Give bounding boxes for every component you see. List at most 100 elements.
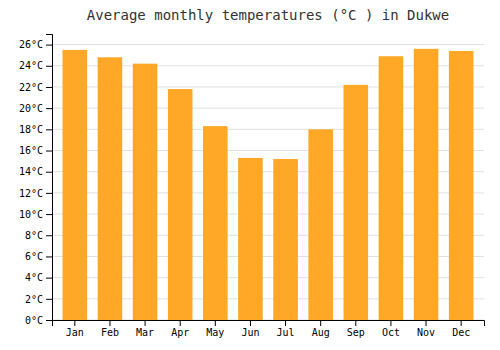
x-tick-label: Jul [277, 327, 295, 338]
x-tick-label: Dec [452, 327, 470, 338]
chart: 0°C 2°C 4°C 6°C 8°C 10°C 12°C 14°C 16°C 18°C 20°C 2… [0, 0, 500, 350]
bar [133, 64, 158, 320]
y-tick-label: 24°C [19, 60, 43, 71]
x-tick-label: Jun [241, 327, 259, 338]
y-tick-label: 20°C [19, 103, 43, 114]
y-tick: 16°C [19, 145, 52, 156]
x-tick-mark [426, 320, 427, 326]
x-tick-mark [250, 320, 251, 326]
y-axis: 0°C 2°C 4°C 6°C 8°C 10°C 12°C 14°C 16°C 18°C 20°C 2… [19, 35, 53, 326]
x-tick: Dec [452, 320, 470, 338]
y-tick-mark [46, 278, 52, 279]
y-tick-mark [46, 66, 52, 67]
x-tick: Oct [382, 320, 400, 338]
y-tick-mark [46, 129, 52, 130]
y-tick-mark [46, 214, 52, 215]
y-tick: 4°C [25, 272, 52, 283]
bar [414, 49, 439, 320]
x-tick-mark [109, 320, 110, 326]
x-tick: Jun [241, 320, 259, 338]
bar [98, 57, 123, 320]
y-tick-label: 16°C [19, 145, 43, 156]
x-tick: Feb [101, 320, 119, 338]
y-tick-mark [46, 108, 52, 109]
x-tick-mark [355, 320, 356, 326]
y-tick-label: 0°C [25, 315, 43, 326]
y-tick: 14°C [19, 166, 52, 177]
x-tick: May [206, 320, 224, 338]
x-tick-mark [74, 320, 75, 326]
x-axis-line [53, 321, 485, 327]
x-tick: Apr [171, 320, 189, 338]
x-tick-label: Feb [101, 327, 119, 338]
y-tick: 24°C [19, 60, 52, 71]
x-tick-label: Jan [66, 327, 84, 338]
x-tick-mark [145, 320, 146, 326]
y-tick-mark [46, 172, 52, 173]
y-tick: 12°C [19, 188, 52, 199]
x-tick: Mar [136, 320, 154, 338]
y-tick-label: 10°C [19, 209, 43, 220]
x-tick: Jul [277, 320, 295, 338]
x-tick-mark [390, 320, 391, 326]
bar [273, 159, 298, 320]
y-tick-label: 4°C [25, 272, 43, 283]
y-tick-mark [46, 151, 52, 152]
bar [379, 56, 404, 320]
y-tick-label: 14°C [19, 166, 43, 177]
y-tick-mark [46, 299, 52, 300]
x-tick-label: Mar [136, 327, 154, 338]
y-tick: 18°C [19, 124, 52, 135]
bar [308, 129, 333, 320]
x-axis: Jan Feb Mar Apr May Jun Jul Aug Sep Oct Nov Dec [53, 320, 485, 338]
bar [63, 50, 88, 320]
y-tick-mark [46, 193, 52, 194]
x-tick-label: May [206, 327, 224, 338]
grid [52, 45, 484, 320]
x-tick-label: Apr [171, 327, 189, 338]
x-tick-label: Nov [417, 327, 435, 338]
x-tick-mark [215, 320, 216, 326]
y-tick-label: 22°C [19, 82, 43, 93]
y-tick: 6°C [25, 251, 52, 262]
x-tick: Nov [417, 320, 435, 338]
y-tick-mark [46, 320, 52, 321]
y-tick: 2°C [25, 294, 52, 305]
y-tick-mark [46, 256, 52, 257]
y-tick-label: 12°C [19, 188, 43, 199]
y-tick: 20°C [19, 103, 52, 114]
x-tick-mark [461, 320, 462, 326]
y-tick-mark [46, 87, 52, 88]
y-tick: 26°C [19, 39, 52, 50]
bar [203, 126, 228, 320]
y-tick-label: 26°C [19, 39, 43, 50]
grid-line [52, 44, 484, 45]
y-tick-label: 6°C [25, 251, 43, 262]
y-tick-label: 18°C [19, 124, 43, 135]
y-tick: 8°C [25, 230, 52, 241]
x-tick: Aug [312, 320, 330, 338]
title: Average monthly temperatures (°C ) in Du… [87, 7, 449, 23]
bar [344, 85, 369, 320]
bar [238, 158, 263, 320]
y-tick-label: 8°C [25, 230, 43, 241]
y-tick: 0°C [25, 315, 52, 326]
x-tick-mark [320, 320, 321, 326]
y-tick: 22°C [19, 82, 52, 93]
bars [63, 49, 474, 320]
x-tick-label: Aug [312, 327, 330, 338]
bar [168, 89, 193, 320]
x-tick-label: Oct [382, 327, 400, 338]
x-tick: Sep [347, 320, 365, 338]
x-tick: Jan [66, 320, 84, 338]
bar [449, 51, 474, 320]
y-tick-label: 2°C [25, 294, 43, 305]
plot: 0°C 2°C 4°C 6°C 8°C 10°C 12°C 14°C 16°C 18°C 20°C 2… [19, 35, 485, 339]
x-tick-label: Sep [347, 327, 365, 338]
x-tick-mark [180, 320, 181, 326]
x-tick-mark [285, 320, 286, 326]
y-tick: 10°C [19, 209, 52, 220]
y-tick-mark [46, 235, 52, 236]
y-tick-mark [46, 45, 52, 46]
y-axis-line [46, 35, 53, 321]
